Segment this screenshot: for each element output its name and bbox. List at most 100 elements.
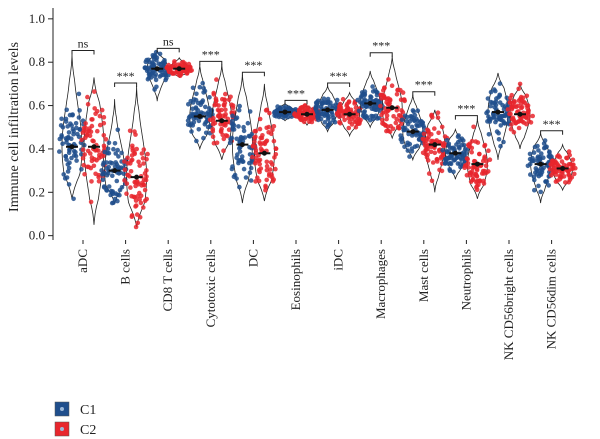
data-point <box>509 122 514 127</box>
data-point <box>320 111 325 117</box>
data-point <box>252 128 257 134</box>
significance-bracket: ns <box>71 37 95 55</box>
data-point <box>110 173 115 178</box>
data-point <box>335 112 340 117</box>
data-point <box>82 152 87 157</box>
data-point <box>64 175 70 180</box>
violin-c2 <box>207 64 237 160</box>
data-point <box>483 163 489 169</box>
data-point <box>488 103 493 109</box>
data-point <box>482 154 488 159</box>
data-point <box>221 148 226 153</box>
data-point <box>221 102 227 108</box>
data-point <box>80 147 86 152</box>
data-point <box>434 138 440 143</box>
data-point <box>359 93 364 99</box>
data-point <box>66 130 72 135</box>
data-point <box>237 184 242 190</box>
data-point <box>253 179 258 184</box>
data-point <box>116 154 121 159</box>
violin-outline <box>487 72 509 160</box>
data-point <box>141 177 147 182</box>
data-point <box>85 94 90 100</box>
data-point <box>488 89 494 95</box>
data-point <box>122 159 127 164</box>
data-point <box>486 148 491 153</box>
data-point <box>267 167 273 172</box>
data-point <box>200 80 205 86</box>
data-point <box>247 170 253 175</box>
data-point <box>253 134 258 140</box>
data-point <box>547 166 553 172</box>
median-point <box>560 165 566 171</box>
data-point <box>186 115 192 120</box>
data-point <box>273 111 279 117</box>
data-point <box>79 137 84 143</box>
data-point <box>299 117 305 123</box>
data-point <box>560 170 565 176</box>
legend-item-c2: C2 <box>54 421 96 438</box>
data-point <box>222 97 227 102</box>
data-point <box>435 110 441 115</box>
data-point <box>516 86 521 92</box>
data-point <box>393 120 399 126</box>
data-point <box>570 157 576 163</box>
data-point <box>81 125 87 131</box>
data-point <box>330 115 336 120</box>
data-point <box>567 152 572 158</box>
significance-label: ns <box>163 34 174 48</box>
data-point <box>457 161 463 167</box>
data-point <box>101 120 107 126</box>
data-point <box>264 177 270 183</box>
data-point <box>77 127 83 132</box>
data-point <box>296 109 302 114</box>
data-point <box>241 128 247 134</box>
data-point <box>76 134 82 140</box>
data-point <box>370 84 375 89</box>
data-point <box>406 131 411 137</box>
data-point <box>248 178 254 183</box>
data-point <box>327 103 333 109</box>
data-point <box>85 102 91 107</box>
median-point <box>325 107 331 113</box>
data-point <box>429 178 435 184</box>
violin-c1 <box>185 64 215 151</box>
data-point <box>257 116 263 122</box>
data-point <box>538 166 544 171</box>
data-point <box>96 155 102 161</box>
data-point <box>194 138 199 144</box>
data-point <box>332 119 338 125</box>
median-point <box>495 109 501 115</box>
data-point <box>271 124 277 129</box>
data-point <box>385 101 391 107</box>
data-point <box>241 166 247 172</box>
violin-c2 <box>505 81 535 149</box>
data-point <box>415 123 420 129</box>
significance-bracket: *** <box>540 117 564 135</box>
data-point <box>221 136 227 142</box>
data-point <box>471 124 476 130</box>
data-point <box>88 199 94 205</box>
data-point <box>412 118 417 123</box>
data-point <box>559 159 565 164</box>
x-tick-label: aDC <box>75 249 90 273</box>
data-point <box>498 143 503 149</box>
data-point <box>163 77 168 83</box>
significance-bracket: *** <box>114 69 138 88</box>
data-point <box>530 113 535 119</box>
data-point <box>303 116 309 121</box>
data-point <box>137 215 143 220</box>
x-tick-label: NK CD56bright cells <box>501 249 516 360</box>
data-point <box>527 151 533 157</box>
data-point <box>485 96 491 101</box>
legend-label: C1 <box>80 403 96 418</box>
data-point <box>104 160 109 165</box>
median-point <box>389 105 395 111</box>
significance-label: *** <box>117 69 135 83</box>
data-point <box>394 92 400 97</box>
data-point <box>133 224 139 230</box>
data-point <box>396 124 401 129</box>
data-point <box>390 126 396 131</box>
data-point <box>355 97 360 103</box>
data-point <box>532 187 537 193</box>
